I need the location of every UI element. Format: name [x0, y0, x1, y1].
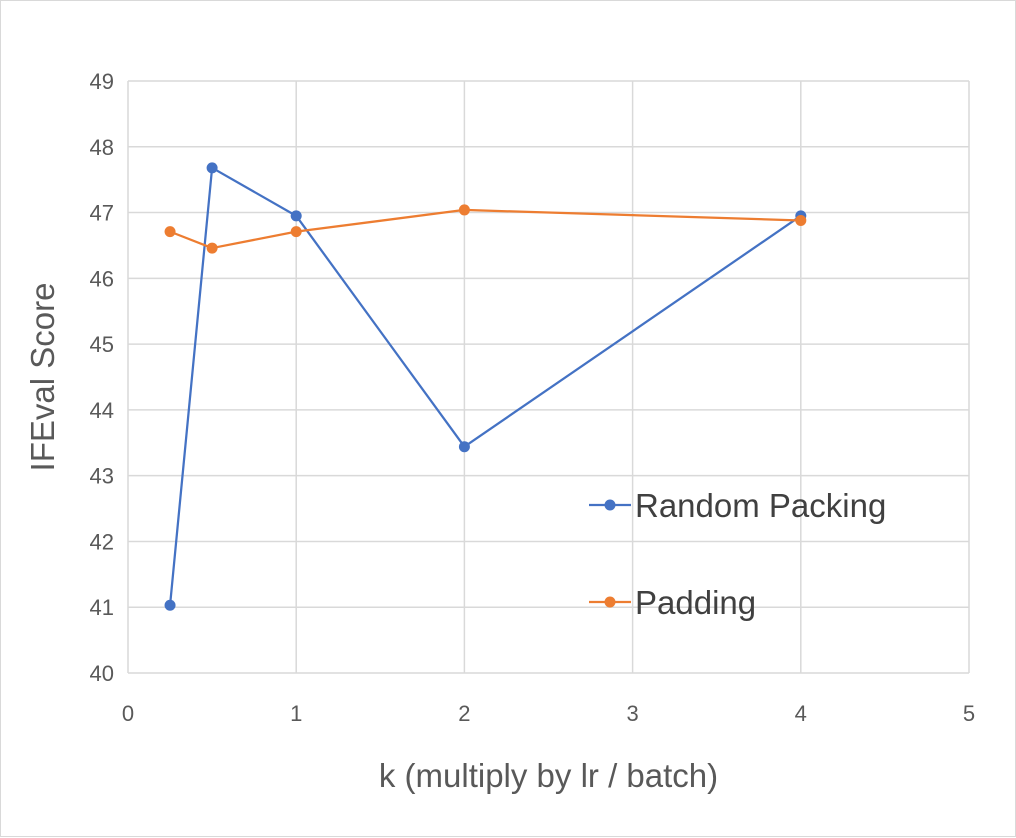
data-point: [290, 210, 302, 222]
data-point: [458, 441, 470, 453]
y-tick-label: 46: [90, 266, 114, 291]
grid: [127, 80, 970, 674]
legend-marker: [604, 499, 616, 511]
data-point: [164, 599, 176, 611]
y-tick-label: 40: [90, 661, 114, 686]
y-tick-label: 42: [90, 529, 114, 554]
legend-entry: Random Packing: [589, 487, 886, 524]
legend-label: Random Packing: [635, 487, 886, 524]
y-tick-label: 47: [90, 201, 114, 226]
series-line: [168, 166, 802, 606]
legend-label: Padding: [635, 584, 756, 621]
y-tick-label: 48: [90, 135, 114, 160]
legend-entry: Padding: [589, 584, 756, 621]
y-axis-title: IFEval Score: [24, 283, 61, 472]
x-axis-title: k (multiply by lr / batch): [379, 757, 718, 794]
x-tick-label: 2: [458, 701, 470, 726]
x-tick-label: 0: [122, 701, 134, 726]
data-point: [458, 204, 470, 216]
series-1: [164, 204, 807, 254]
y-tick-label: 49: [90, 69, 114, 94]
series-line: [169, 208, 801, 250]
y-tick-label: 45: [90, 332, 114, 357]
x-tick-label: 1: [290, 701, 302, 726]
y-tick-label: 41: [90, 595, 114, 620]
x-tick-label: 4: [795, 701, 807, 726]
legend-marker: [604, 596, 616, 608]
x-tick-label: 5: [963, 701, 975, 726]
series-0: [164, 162, 807, 611]
y-tick-label: 43: [90, 464, 114, 489]
data-point: [290, 226, 302, 238]
y-tick-label: 44: [90, 398, 114, 423]
x-tick-label: 3: [626, 701, 638, 726]
series: [164, 162, 807, 611]
data-point: [795, 214, 807, 226]
data-point: [206, 242, 218, 254]
data-point: [164, 226, 176, 238]
legend: Random Packing Padding: [589, 487, 886, 621]
data-point: [206, 162, 218, 174]
